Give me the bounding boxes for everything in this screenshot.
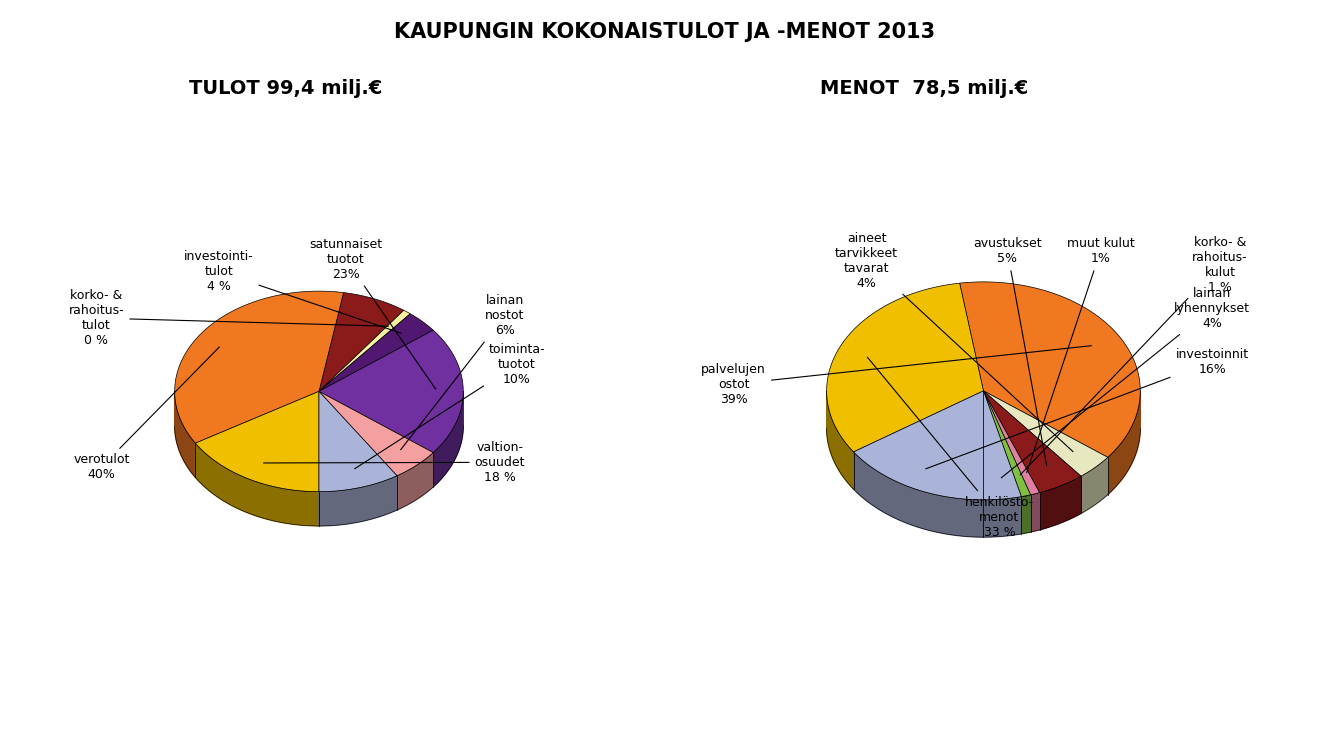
Polygon shape xyxy=(983,391,1039,495)
Polygon shape xyxy=(319,392,433,476)
Text: henkilöstö-
menot
33 %: henkilöstö- menot 33 % xyxy=(868,357,1034,538)
Polygon shape xyxy=(397,452,433,510)
Polygon shape xyxy=(319,314,433,392)
Text: korko- &
rahoitus-
kulut
1 %: korko- & rahoitus- kulut 1 % xyxy=(1021,236,1248,475)
Polygon shape xyxy=(827,284,983,452)
Polygon shape xyxy=(983,391,1080,493)
Polygon shape xyxy=(319,476,397,526)
Polygon shape xyxy=(983,496,1022,537)
Polygon shape xyxy=(195,443,319,526)
Polygon shape xyxy=(1030,493,1039,532)
Text: MENOT  78,5 milj.€: MENOT 78,5 milj.€ xyxy=(820,79,1027,98)
Polygon shape xyxy=(319,330,464,452)
Text: verotulot
40%: verotulot 40% xyxy=(73,347,219,482)
Polygon shape xyxy=(319,292,404,392)
Polygon shape xyxy=(983,391,1030,496)
Polygon shape xyxy=(983,391,1022,500)
Polygon shape xyxy=(1080,458,1108,514)
Text: valtion-
osuudet
18 %: valtion- osuudet 18 % xyxy=(263,441,525,484)
Polygon shape xyxy=(319,310,411,392)
Polygon shape xyxy=(433,392,464,487)
Text: toiminta-
tuotot
10%: toiminta- tuotot 10% xyxy=(355,343,545,469)
Polygon shape xyxy=(174,392,195,478)
Polygon shape xyxy=(983,391,1108,476)
Polygon shape xyxy=(1022,495,1030,534)
Text: muut kulut
1%: muut kulut 1% xyxy=(1027,237,1134,472)
Text: korko- &
rahoitus-
tulot
0 %: korko- & rahoitus- tulot 0 % xyxy=(69,289,388,347)
Polygon shape xyxy=(1108,391,1140,494)
Text: aineet
tarvikkeet
tavarat
4%: aineet tarvikkeet tavarat 4% xyxy=(835,232,1073,452)
Polygon shape xyxy=(827,391,853,489)
Text: palvelujen
ostot
39%: palvelujen ostot 39% xyxy=(702,346,1091,406)
Text: KAUPUNGIN KOKONAISTULOT JA -MENOT 2013: KAUPUNGIN KOKONAISTULOT JA -MENOT 2013 xyxy=(393,22,936,43)
Polygon shape xyxy=(853,452,983,537)
Text: lainan
nostot
6%: lainan nostot 6% xyxy=(400,294,525,450)
Polygon shape xyxy=(1039,476,1080,530)
Polygon shape xyxy=(319,392,397,492)
Polygon shape xyxy=(960,282,1140,458)
Text: investoinnit
16%: investoinnit 16% xyxy=(926,347,1249,469)
Text: TULOT 99,4 milj.€: TULOT 99,4 milj.€ xyxy=(189,79,383,98)
Polygon shape xyxy=(195,392,319,492)
Text: avustukset
5%: avustukset 5% xyxy=(973,237,1047,466)
Polygon shape xyxy=(853,391,983,500)
Text: investointi-
tulot
4 %: investointi- tulot 4 % xyxy=(183,250,401,333)
Text: lainan
lyhennykset
4%: lainan lyhennykset 4% xyxy=(1001,287,1251,478)
Polygon shape xyxy=(174,291,344,443)
Text: satunnaiset
tuotot
23%: satunnaiset tuotot 23% xyxy=(310,238,436,389)
